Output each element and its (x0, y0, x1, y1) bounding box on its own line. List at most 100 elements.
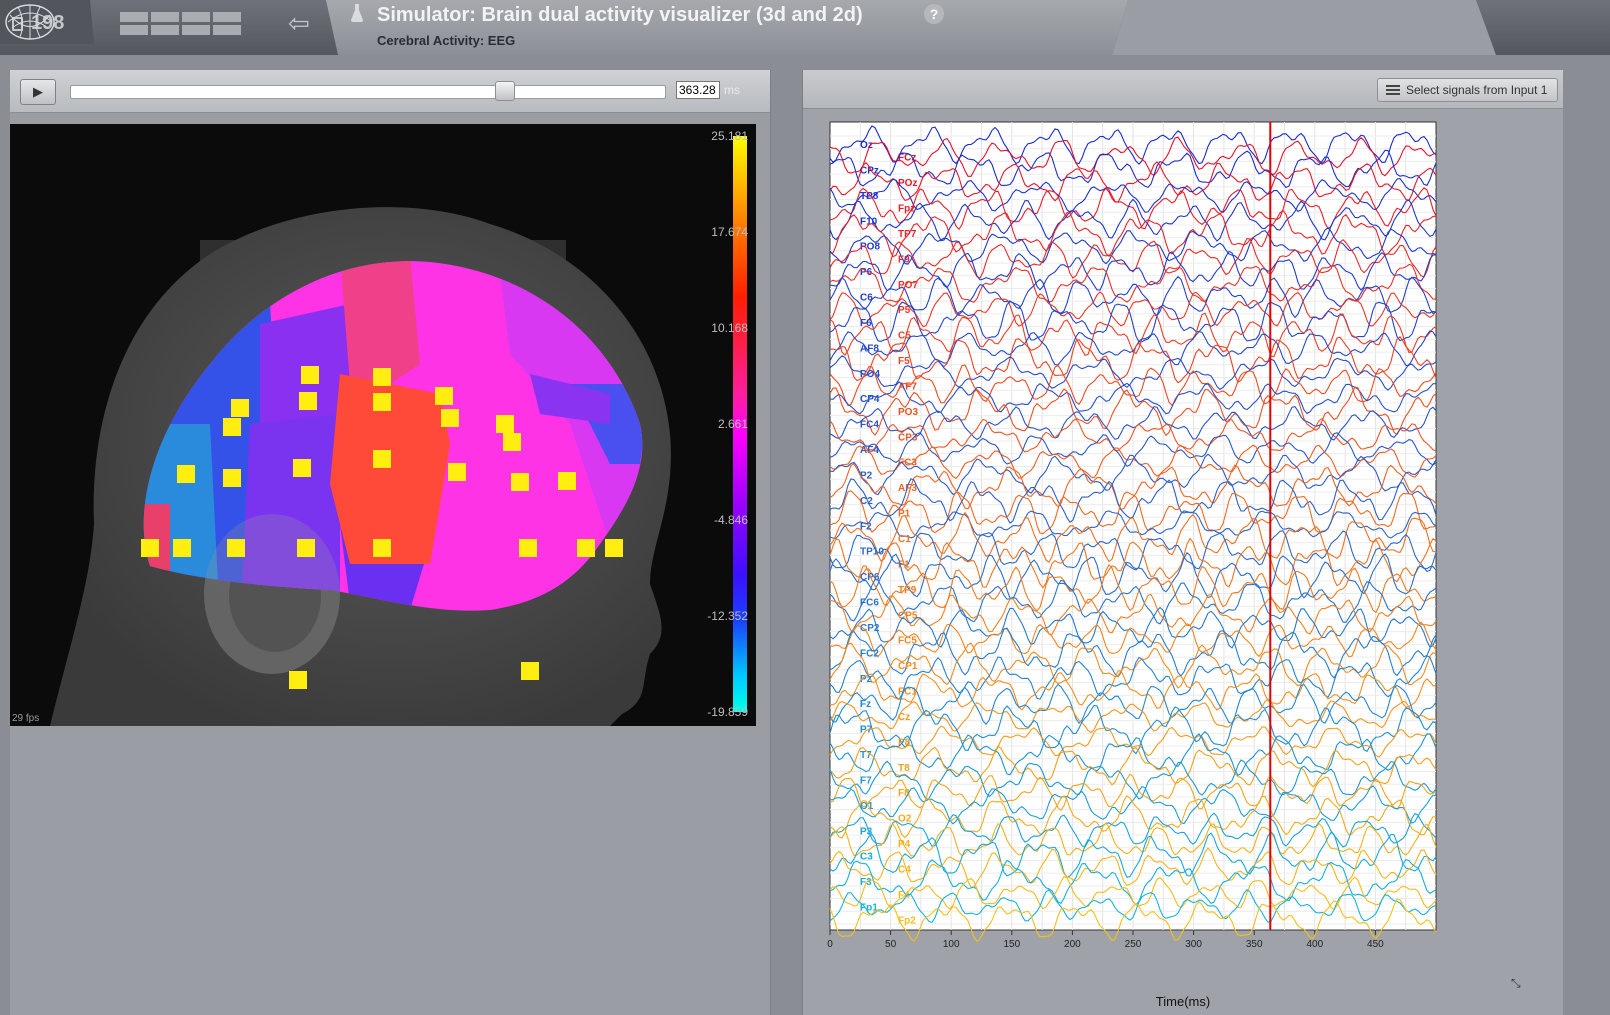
eeg-trace (829, 125, 1437, 165)
channel-label: CP4 (860, 394, 880, 405)
electrode-marker (289, 671, 307, 689)
eeg-trace (829, 898, 1437, 943)
eeg-trace (829, 237, 1437, 279)
play-icon: ▶ (33, 84, 43, 99)
channel-label: C3 (860, 852, 873, 863)
channel-label: P4 (898, 839, 911, 850)
channel-label: O1 (860, 801, 874, 812)
color-scale-label: 10.168 (711, 321, 748, 335)
eeg-trace (829, 759, 1437, 800)
x-tick-label: 150 (1003, 939, 1020, 950)
eeg-toolbar: Select signals from Input 1 (803, 70, 1563, 109)
color-scale-label: -19.859 (707, 705, 748, 719)
time-slider-track[interactable] (70, 85, 666, 99)
channel-label: P2 (860, 470, 873, 481)
project-count-value: 198 (31, 12, 65, 34)
channel-label: F4 (898, 890, 910, 901)
select-signals-button[interactable]: Select signals from Input 1 (1377, 78, 1559, 102)
play-button[interactable]: ▶ (20, 79, 56, 105)
eeg-trace (829, 621, 1437, 658)
channel-label: CP3 (898, 432, 918, 443)
eeg-trace (829, 275, 1437, 319)
eeg-trace (829, 250, 1436, 292)
channel-label: P8 (898, 737, 911, 748)
eeg-trace (829, 725, 1437, 758)
eeg-trace (829, 417, 1437, 453)
eeg-trace (829, 187, 1437, 231)
electrode-marker (521, 662, 539, 680)
electrode-marker (448, 463, 466, 481)
resize-icon[interactable]: ⤡ (1511, 976, 1521, 990)
help-icon[interactable]: ? (924, 4, 944, 24)
channel-label: Pz (860, 674, 872, 685)
color-scale-bar (733, 136, 747, 712)
project-count[interactable]: 198 (12, 12, 64, 35)
channel-label: AF4 (860, 445, 879, 456)
eeg-trace (829, 579, 1437, 625)
select-signals-label: Select signals from Input 1 (1406, 83, 1548, 97)
electrode-marker (496, 415, 514, 433)
eeg-trace (829, 563, 1437, 614)
channel-label: CP1 (898, 661, 918, 672)
flask-icon (351, 4, 363, 22)
electrode-marker (293, 459, 311, 477)
channel-label: FC6 (860, 598, 879, 609)
channel-label: F9 (898, 254, 910, 265)
time-input[interactable] (676, 81, 720, 99)
x-tick-label: 200 (1064, 939, 1081, 950)
page-title: Simulator: Brain dual activity visualize… (377, 4, 863, 26)
x-tick-label: 250 (1125, 939, 1142, 950)
eeg-trace (829, 847, 1437, 888)
channel-label: C4 (898, 864, 911, 875)
electrode-marker (231, 399, 249, 417)
eeg-trace (829, 642, 1437, 689)
eeg-trace (829, 551, 1437, 600)
eeg-trace (829, 627, 1437, 679)
channel-label: F6 (860, 318, 872, 329)
electrode-marker (177, 465, 195, 483)
left-panel: ▶ ms (10, 70, 771, 1015)
channel-label: FC4 (860, 420, 879, 431)
electrode-marker (519, 539, 537, 557)
brain-logo-icon[interactable] (0, 0, 60, 48)
eeg-trace (829, 453, 1437, 496)
eeg-trace (829, 336, 1437, 384)
eeg-trace (829, 593, 1437, 635)
time-unit: ms (724, 83, 740, 97)
channel-label: C1 (898, 534, 911, 545)
fps-counter: 29 fps (12, 713, 40, 724)
electrode-marker (173, 539, 191, 557)
channel-label: Fp2 (898, 915, 916, 926)
channel-label: P1 (898, 509, 911, 520)
eeg-plot[interactable]: 0 50 100 150 200 250 300 350 400 450 Oz FCz CPz POz TP… (803, 70, 1563, 1015)
color-scale-label: 25.181 (711, 129, 748, 143)
channel-label: CP2 (860, 623, 880, 634)
x-tick-label: 350 (1246, 939, 1263, 950)
eeg-trace (829, 405, 1437, 441)
x-tick-label: 300 (1185, 939, 1202, 950)
eeg-trace (829, 444, 1437, 479)
brain-3d-viewer[interactable]: 25.181 17.674 10.168 2.661 -4.846 -12.352 -19.… (10, 124, 756, 726)
eeg-trace (829, 655, 1437, 701)
channel-label: FCz (898, 153, 916, 164)
eeg-trace (829, 312, 1437, 358)
channel-label: AF7 (898, 381, 917, 392)
eeg-trace (829, 510, 1437, 539)
channel-label: F2 (860, 521, 872, 532)
menu-grid-icon[interactable] (120, 12, 241, 35)
channel-label: TP8 (860, 191, 879, 202)
head-model (50, 207, 671, 726)
eeg-trace (829, 477, 1437, 524)
electrode-marker (223, 418, 241, 436)
eeg-trace (829, 227, 1437, 265)
x-tick-label: 450 (1367, 939, 1384, 950)
top-bar: 198 ⇦ Simulator: Brain dual activity vis… (0, 0, 1610, 55)
electrode-marker (227, 539, 245, 557)
channel-label: CPz (860, 165, 879, 176)
back-arrow-icon[interactable]: ⇦ (288, 8, 310, 38)
eeg-trace (829, 364, 1437, 407)
color-scale-label: 17.674 (711, 225, 748, 239)
time-slider-handle[interactable] (494, 81, 515, 101)
color-scale-label: -4.846 (713, 513, 748, 527)
channel-label: POz (898, 178, 917, 189)
